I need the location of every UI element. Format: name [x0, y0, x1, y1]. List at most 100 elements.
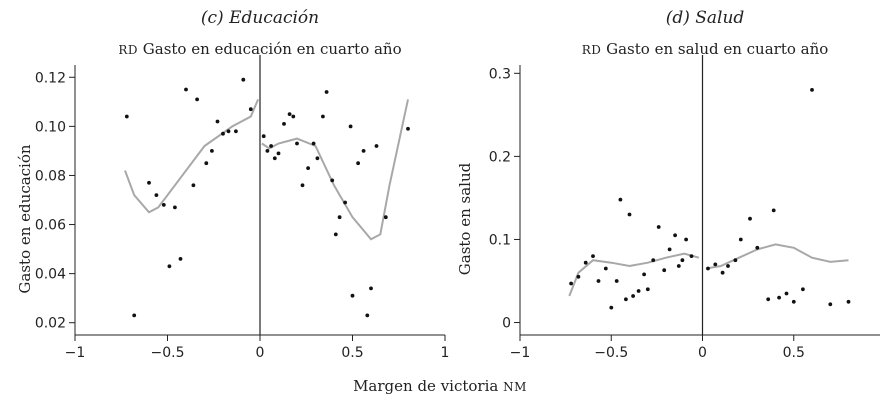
panel-d-y-tick-label: 0 [502, 316, 511, 332]
panel-d-data-point [651, 258, 656, 263]
panel-c-data-point [276, 151, 281, 156]
panel-d-data-point [624, 297, 628, 302]
panel-c-data-point [365, 313, 370, 318]
panel-d-data-point [755, 245, 760, 250]
panel-c-data-point [204, 161, 209, 166]
panel-d-x-tick-label: 0 [698, 345, 707, 361]
panel-d-data-point [609, 305, 614, 310]
panel-c-data-point [330, 178, 335, 183]
panel-c-subtitle-rd: rd [118, 43, 139, 57]
panel-c-data-point [287, 112, 292, 116]
panel-d-data-point [828, 302, 833, 307]
panel-c-data-point [348, 124, 353, 129]
panel-d-data-point [576, 274, 581, 279]
panel-c-x-tick-label: −1 [65, 345, 86, 361]
panel-c-fit-left [124, 99, 260, 214]
panel-c-y-tick-label: 0.04 [35, 267, 66, 283]
panel-d-data-point [810, 88, 814, 92]
panel-d-data-point [766, 297, 771, 302]
panel-c-x-tick-label: −0.5 [151, 345, 185, 361]
panel-c-subtitle: rd Gasto en educación en cuarto año [95, 40, 425, 58]
panel-d-data-point [777, 295, 781, 300]
panel-d-subtitle-rd: rd [581, 43, 602, 57]
panel-c-data-point [383, 215, 388, 220]
panel-d-data-point [748, 216, 752, 221]
x-axis-label: Margen de victoria nm [290, 377, 590, 395]
panel-d-data-point [636, 289, 641, 293]
panel-d-data-point [627, 212, 632, 217]
panel-c-data-point [337, 215, 342, 220]
panel-c-data-point [178, 257, 183, 261]
x-axis-label-nm: nm [503, 380, 527, 394]
panel-c-y-tick-label: 0.08 [35, 168, 66, 184]
panel-d-data-point [706, 266, 710, 271]
panel-d-x-tick-label: −0.5 [594, 345, 628, 361]
panel-c-data-point [241, 77, 246, 82]
panel-d-data-point [614, 279, 619, 283]
panel-c-data-point [147, 180, 151, 185]
panel-d-x-tick-label: 0.5 [783, 345, 805, 361]
panel-c-data-point [343, 200, 347, 205]
panel-c-title: (c) Educación [200, 8, 320, 28]
panel-c-data-point [361, 149, 366, 153]
panel-c-data-point [369, 286, 373, 291]
panel-c-subtitle-text: Gasto en educación en cuarto año [138, 40, 402, 58]
panel-c-y-tick-label: 0.02 [35, 316, 66, 332]
panel-c-data-point [173, 205, 177, 210]
panel-d-data-point [689, 254, 694, 258]
x-axis-label-main: Margen de victoria [353, 377, 504, 395]
panel-d-data-point [667, 247, 672, 252]
panel-c-data-point [234, 129, 238, 134]
panel-d-data-point [591, 254, 595, 258]
panel-c-data-point [311, 141, 316, 146]
panel-d-data-point [713, 262, 718, 267]
panel-c-data-point [269, 144, 273, 148]
panel-c-data-point [324, 90, 329, 94]
panel-d-data-point [583, 260, 588, 265]
panel-c-x-tick-label: 0 [256, 345, 265, 361]
panel-c-y-tick-label: 0.12 [35, 70, 66, 86]
panel-d-data-point [738, 237, 743, 242]
panel-c-data-point [221, 131, 225, 136]
panel-c-data-point [315, 156, 320, 161]
panel-d-data-point [645, 287, 650, 292]
panel-c-data-point [167, 264, 172, 269]
panel-d-subtitle-text: Gasto en salud en cuarto año [601, 40, 829, 58]
panel-c-y-tick-label: 0.10 [35, 119, 66, 135]
panel-d-x-tick-label: −1 [510, 345, 531, 361]
panel-d-y-tick-label: 0.3 [489, 66, 511, 82]
panel-d-data-point [771, 208, 776, 213]
panel-d-fit-right [705, 243, 849, 270]
panel-d-y-tick-label: 0.1 [489, 232, 511, 248]
panel-d-fit-left [568, 252, 700, 297]
panel-c-data-point [356, 161, 360, 166]
panel-d-subtitle: rd Gasto en salud en cuarto año [540, 40, 870, 58]
panel-d-data-point [642, 272, 646, 277]
panel-d-data-point [846, 299, 851, 304]
panel-c-x-tick-label: 0.5 [341, 345, 363, 361]
panel-c-data-point [306, 166, 310, 171]
panel-c-data-point [210, 149, 214, 153]
panel-c-data-point [272, 156, 277, 161]
panel-c-data-point [406, 126, 410, 131]
panel-c-data-point [350, 293, 355, 298]
panel-c-fit-right [261, 99, 409, 241]
panel-d-y-tick-label: 0.2 [489, 149, 511, 165]
panel-c-data-point [195, 97, 200, 102]
panel-c-data-point [132, 313, 137, 318]
panel-d-data-point [662, 268, 667, 273]
panel-d-data-point [596, 279, 601, 283]
panel-c-data-point [124, 114, 129, 119]
panel-c-data-point [184, 87, 188, 92]
panel-c-data-point [321, 114, 325, 119]
panel-c-data-point [226, 129, 231, 134]
panel-d-title: (d) Salud [665, 8, 745, 28]
panel-c-data-point [295, 141, 299, 146]
panel-c-data-point [282, 122, 286, 126]
panel-d-data-point [726, 264, 730, 268]
panel-d-data-point [791, 299, 796, 304]
panel-c-data-point [261, 134, 266, 139]
panel-d-data-point [631, 294, 635, 298]
panel-c-data-point [333, 232, 338, 237]
